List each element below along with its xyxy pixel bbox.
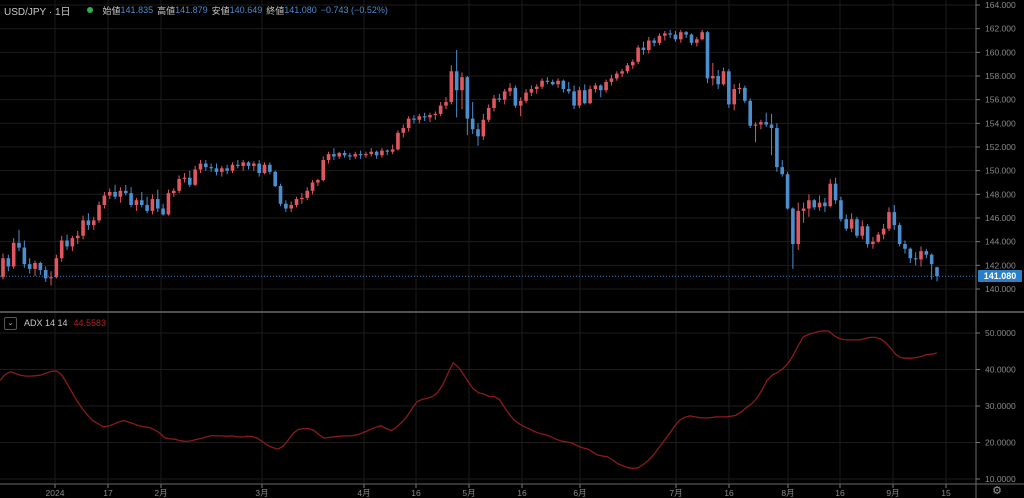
- svg-text:6月: 6月: [573, 488, 586, 498]
- high-value: 141.879: [175, 5, 208, 15]
- indicator-value: 44.5583: [73, 318, 107, 328]
- svg-text:2月: 2月: [154, 488, 167, 498]
- svg-text:144.000: 144.000: [985, 237, 1016, 247]
- time-axis[interactable]: 2024 17 2月 3月 4月 16 5月 16 6月 7月 16 8月 16 9月 15: [46, 484, 951, 498]
- chevron-down-icon[interactable]: ⌄: [4, 316, 17, 330]
- svg-text:154.000: 154.000: [985, 118, 1016, 128]
- low-value: 140.649: [229, 5, 263, 15]
- svg-text:15: 15: [941, 488, 951, 498]
- gear-icon[interactable]: ⚙: [992, 484, 1002, 497]
- indicator-axis[interactable]: 50.0000 40.0000 30.0000 20.0000 10.0000: [976, 328, 1016, 484]
- svg-text:30.0000: 30.0000: [985, 401, 1016, 411]
- svg-text:146.000: 146.000: [985, 213, 1016, 223]
- svg-text:4月: 4月: [357, 488, 370, 498]
- svg-text:148.000: 148.000: [985, 189, 1016, 199]
- svg-text:50.0000: 50.0000: [985, 328, 1016, 338]
- svg-text:20.0000: 20.0000: [985, 438, 1016, 448]
- svg-text:17: 17: [103, 488, 113, 498]
- svg-text:10.0000: 10.0000: [985, 474, 1016, 484]
- svg-text:7月: 7月: [669, 488, 682, 498]
- svg-text:150.000: 150.000: [985, 166, 1016, 176]
- svg-text:16: 16: [517, 488, 527, 498]
- grid-lines: [0, 0, 976, 483]
- svg-text:40.0000: 40.0000: [985, 365, 1016, 375]
- indicator-name[interactable]: ADX 14 14: [24, 318, 68, 328]
- svg-text:162.000: 162.000: [985, 24, 1016, 34]
- svg-text:16: 16: [411, 488, 421, 498]
- price-axis[interactable]: 164.000 162.000 160.000 158.000 156.000 154.0…: [976, 0, 1016, 294]
- svg-text:8月: 8月: [781, 488, 794, 498]
- svg-text:142.000: 142.000: [985, 260, 1016, 270]
- change-value: −0.743 (−0.52%): [320, 5, 388, 15]
- svg-text:5月: 5月: [462, 488, 475, 498]
- candlesticks: [1, 29, 939, 286]
- close-label: 終値: [266, 5, 285, 16]
- svg-text:9月: 9月: [886, 488, 899, 498]
- open-label: 始値: [102, 5, 121, 16]
- close-value: 141.080: [284, 5, 317, 15]
- svg-text:164.000: 164.000: [985, 0, 1016, 10]
- last-price-label: 141.080: [978, 270, 1022, 283]
- svg-text:16: 16: [835, 488, 845, 498]
- svg-text:2024: 2024: [46, 488, 65, 498]
- svg-text:160.000: 160.000: [985, 47, 1016, 57]
- low-label: 安値: [211, 5, 230, 16]
- adx-line: [0, 330, 938, 470]
- indicator-legend: ⌄ ADX 14 14 44.5583: [4, 316, 106, 330]
- svg-text:156.000: 156.000: [985, 95, 1016, 105]
- high-label: 高値: [157, 5, 176, 16]
- symbol-legend: USD/JPY · 1日 始値 141.835 高値 141.879 安値 14…: [4, 3, 388, 18]
- svg-text:158.000: 158.000: [985, 71, 1016, 81]
- svg-text:140.000: 140.000: [985, 284, 1016, 294]
- open-value: 141.835: [120, 5, 154, 15]
- symbol-title[interactable]: USD/JPY · 1日: [4, 6, 71, 18]
- svg-text:152.000: 152.000: [985, 142, 1016, 152]
- svg-text:3月: 3月: [255, 488, 268, 498]
- market-status-icon: [86, 7, 93, 13]
- svg-text:16: 16: [724, 488, 734, 498]
